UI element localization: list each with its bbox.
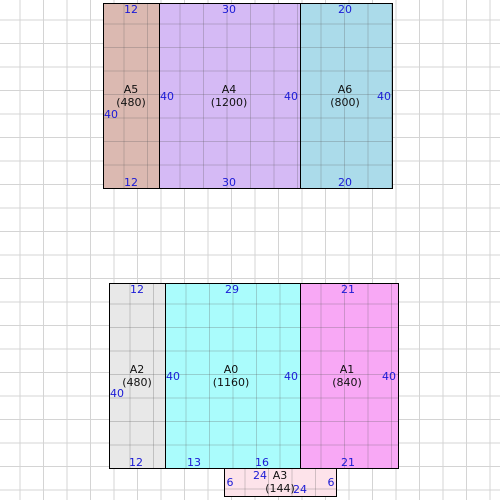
- room-a6-area: (800): [330, 96, 360, 109]
- room-a2: [109, 283, 166, 469]
- room-a2-label: A2 (480): [122, 363, 152, 389]
- room-a6-name: A6: [337, 83, 353, 96]
- room-a5-name: A5: [123, 83, 139, 96]
- room-a6: [300, 3, 393, 189]
- room-a2-area: (480): [122, 376, 152, 389]
- a2-left-dimension: 40: [110, 387, 124, 400]
- a0-bottom-left-dimension: 13: [187, 456, 201, 469]
- a6-top-dimension: 20: [338, 3, 352, 16]
- a2-bottom-dimension: 12: [129, 456, 143, 469]
- room-a3-name: A3: [272, 469, 288, 482]
- a0-bottom-right-dimension: 16: [255, 456, 269, 469]
- a6-right-dimension: 40: [377, 90, 391, 103]
- a5-top-dimension: 12: [124, 3, 138, 16]
- a3-right-dimension: 6: [327, 476, 335, 489]
- room-a0: [165, 283, 301, 469]
- room-a0-label: A0 (1160): [213, 363, 250, 389]
- room-a3-label: A3 (144): [265, 469, 295, 495]
- room-a6-label: A6 (800): [330, 83, 360, 109]
- room-a0-area: (1160): [212, 376, 250, 389]
- a0-top-dimension: 29: [225, 283, 239, 296]
- room-a3-area: (144): [265, 482, 295, 495]
- a1-top-dimension: 21: [341, 283, 355, 296]
- room-a4-label: A4 (1200): [211, 83, 248, 109]
- a5-left-dimension: 40: [104, 108, 118, 121]
- a3-top-dimension: 24: [253, 469, 267, 482]
- a4-right-dimension: 40: [284, 90, 298, 103]
- room-a0-name: A0: [223, 363, 239, 376]
- room-a1: [300, 283, 399, 469]
- room-a1-name: A1: [339, 363, 355, 376]
- room-a5-area: (480): [116, 96, 146, 109]
- room-a3: [224, 468, 337, 497]
- a2-top-dimension: 12: [130, 283, 144, 296]
- room-a4-name: A4: [221, 83, 237, 96]
- room-a2-name: A2: [129, 363, 145, 376]
- a4-top-dimension: 30: [222, 3, 236, 16]
- room-a4-area: (1200): [210, 96, 248, 109]
- room-a1-label: A1 (840): [332, 363, 362, 389]
- a3-left-dimension: 6: [226, 476, 234, 489]
- a4-bottom-dimension: 30: [222, 176, 236, 189]
- room-a5-label: A5 (480): [116, 83, 146, 109]
- a1-right-dimension: 40: [382, 370, 396, 383]
- a1-bottom-dimension: 21: [341, 456, 355, 469]
- a5-bottom-dimension: 12: [124, 176, 138, 189]
- room-a1-area: (840): [332, 376, 362, 389]
- a3-bottom-dimension: 24: [293, 483, 307, 496]
- a4-left-dimension: 40: [160, 90, 174, 103]
- a0-right-dimension: 40: [284, 370, 298, 383]
- a0-left-dimension: 40: [166, 370, 180, 383]
- a6-bottom-dimension: 20: [338, 176, 352, 189]
- room-a5: [103, 3, 160, 189]
